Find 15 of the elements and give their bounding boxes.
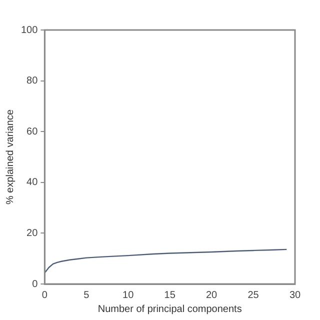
x-tick-label: 25 bbox=[248, 290, 260, 301]
x-tick-label: 30 bbox=[289, 290, 301, 301]
y-tick-label: 0 bbox=[32, 278, 38, 290]
y-tick-label: 40 bbox=[26, 177, 38, 188]
x-tick-label: 0 bbox=[42, 290, 48, 301]
x-tick-label: 10 bbox=[122, 290, 134, 301]
y-axis-title: % explained variance bbox=[4, 109, 16, 205]
x-tick-label: 20 bbox=[206, 290, 218, 301]
y-tick-label: 20 bbox=[26, 228, 38, 239]
y-tick-label: 60 bbox=[26, 126, 38, 138]
x-axis-title: Number of principal components bbox=[98, 304, 242, 315]
y-tick-label: 100 bbox=[20, 24, 38, 36]
x-tick-label: 5 bbox=[84, 290, 90, 301]
x-tick-label: 15 bbox=[164, 290, 176, 301]
y-tick-label: 80 bbox=[26, 76, 38, 87]
